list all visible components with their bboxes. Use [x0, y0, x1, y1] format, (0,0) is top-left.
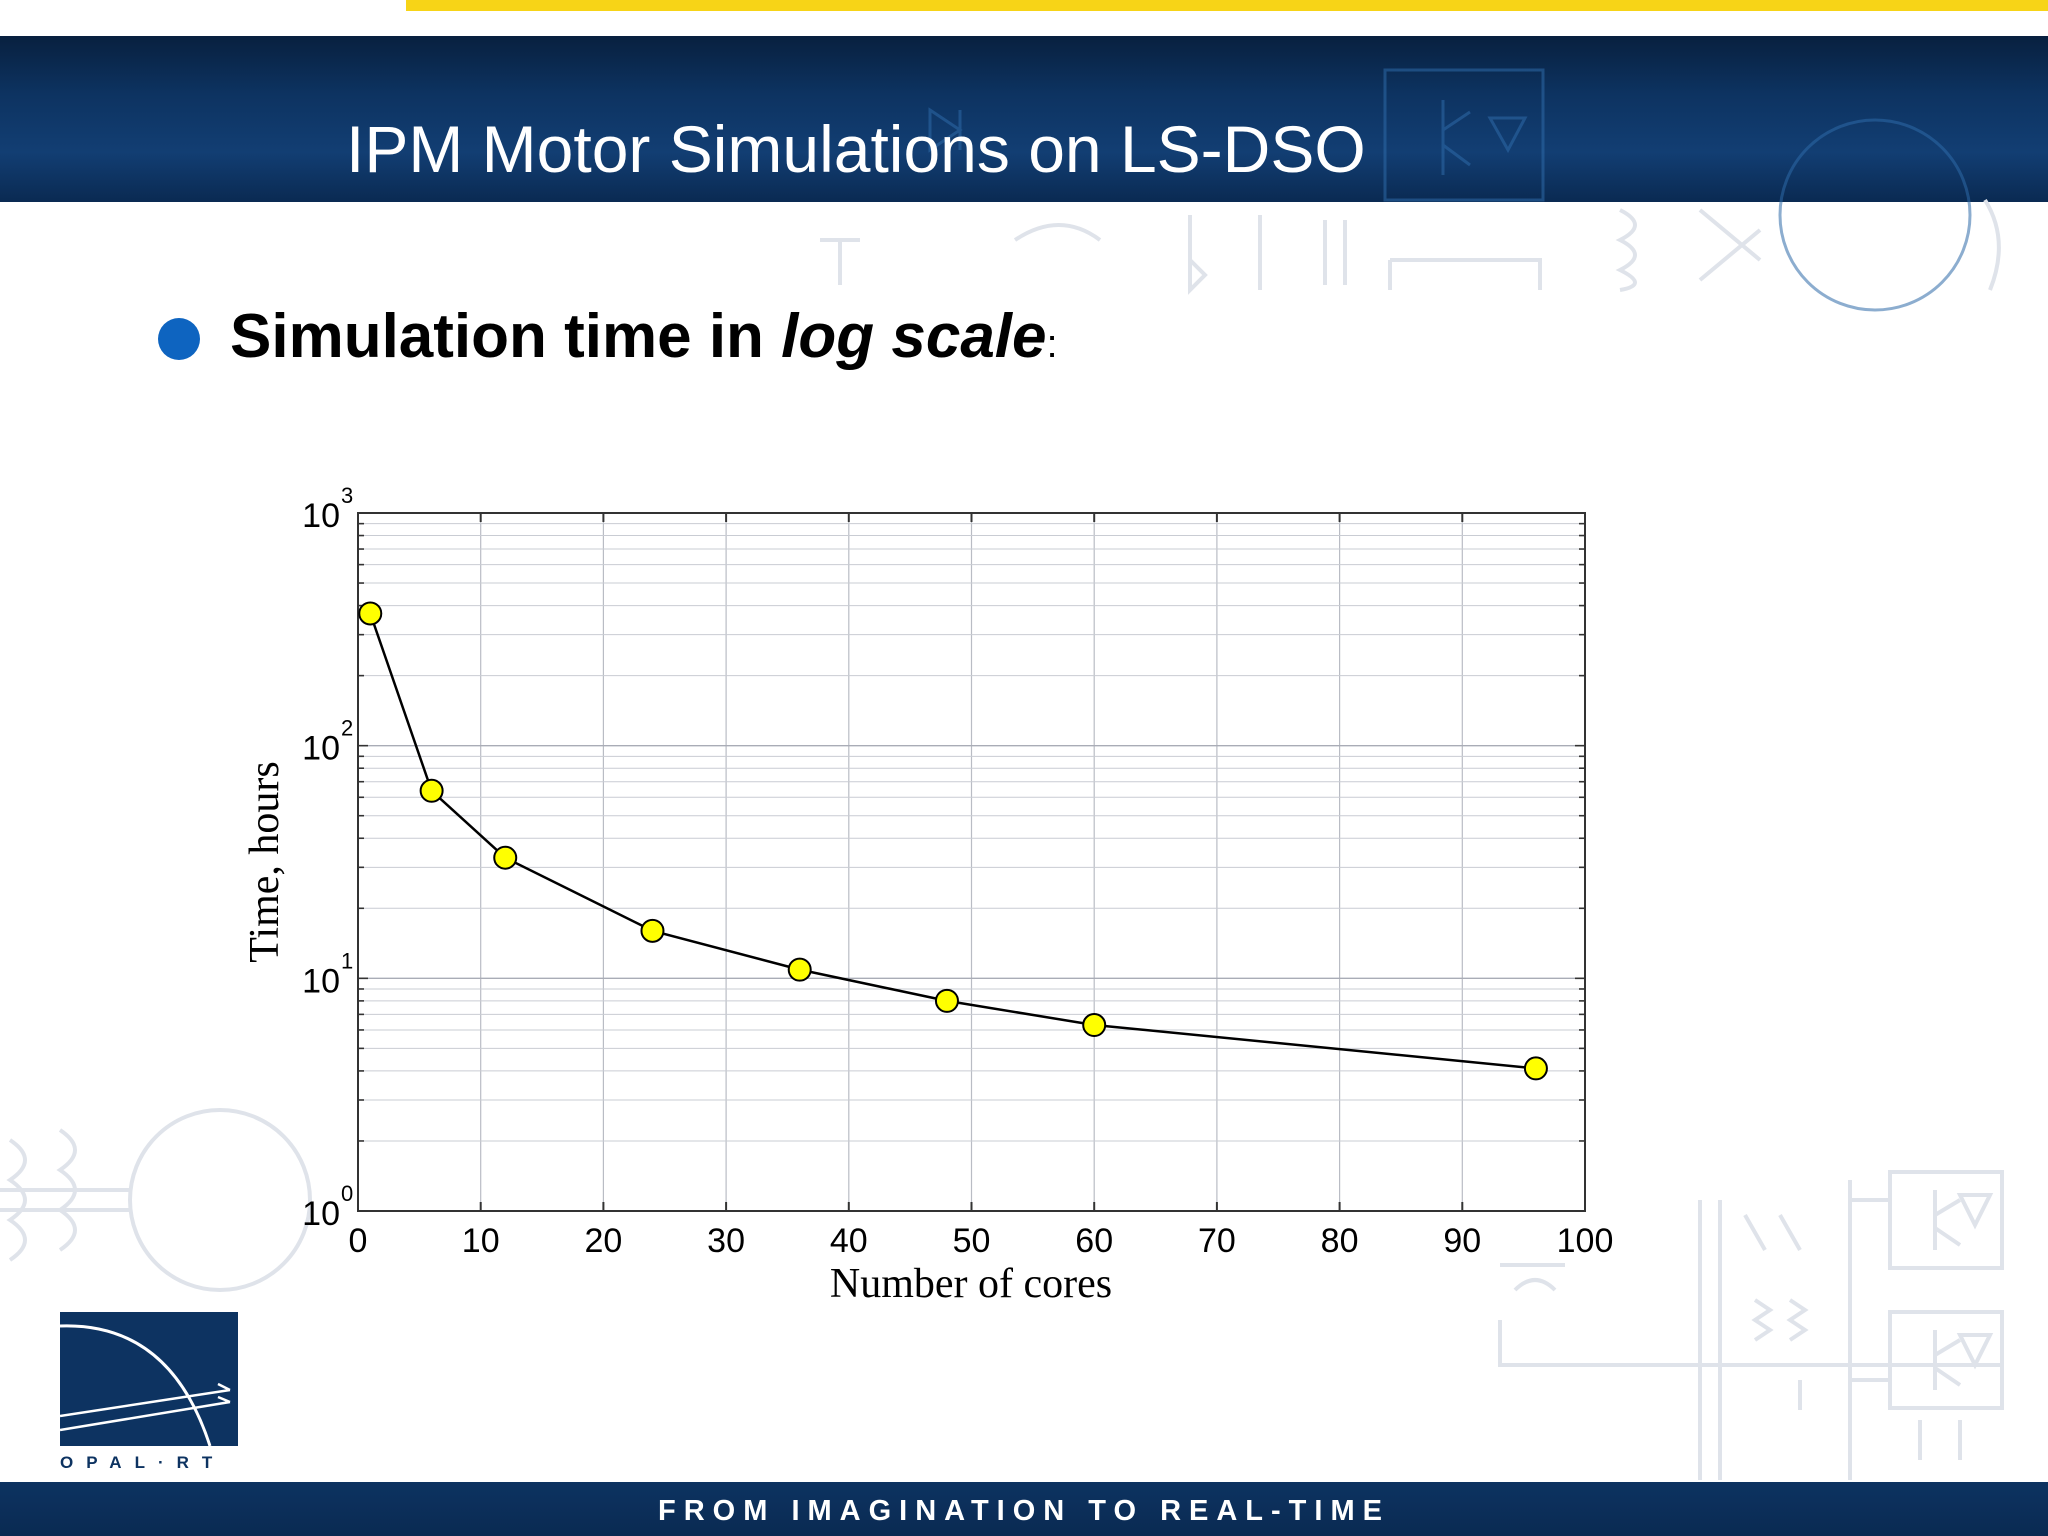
y-tick-label-exponent: 3 — [341, 483, 353, 508]
y-tick-label-base: 10 — [302, 497, 340, 535]
x-tick-label: 70 — [1198, 1222, 1236, 1260]
data-point-marker — [493, 845, 518, 870]
series-line — [369, 613, 1537, 1070]
header-banner — [0, 36, 2048, 202]
y-tick-label-exponent: 2 — [341, 716, 353, 741]
footer-tagline: FROM IMAGINATION TO REAL-TIME — [658, 1495, 1390, 1527]
bullet-text-italic: log scale — [781, 302, 1047, 371]
y-tick-label-exponent: 0 — [341, 1181, 353, 1206]
x-tick-labels: 0 10 20 30 40 50 60 70 80 90 100 — [349, 1222, 1614, 1260]
series-markers — [358, 601, 1548, 1081]
bullet-text-normal: Simulation time in — [230, 302, 782, 371]
x-tick-label: 60 — [1075, 1222, 1113, 1260]
x-tick-label: 90 — [1443, 1222, 1481, 1260]
bullet-dot-icon — [158, 318, 200, 360]
x-axis-title: Number of cores — [830, 1261, 1112, 1307]
x-tick-label: 10 — [462, 1222, 500, 1260]
data-point-marker — [787, 957, 812, 982]
y-tick-label-exponent: 1 — [341, 948, 353, 973]
x-tick-label: 40 — [830, 1222, 868, 1260]
bullet-colon: : — [1046, 322, 1058, 366]
data-point-marker — [358, 601, 383, 626]
accent-bar — [406, 0, 2048, 11]
data-point-marker — [1523, 1056, 1548, 1081]
x-tick-label: 50 — [953, 1222, 991, 1260]
logo-text: OPAL·RT — [60, 1453, 225, 1472]
data-point-marker — [640, 918, 665, 943]
y-tick-label-base: 10 — [302, 730, 340, 768]
x-tick-label: 80 — [1321, 1222, 1359, 1260]
y-tick-label-base: 10 — [302, 962, 340, 1000]
data-point-marker — [419, 778, 444, 803]
x-tick-label: 30 — [707, 1222, 745, 1260]
chart-grid — [357, 513, 1586, 1212]
y-tick-label-base: 10 — [302, 1195, 340, 1233]
data-point-marker — [934, 988, 959, 1013]
x-tick-label: 100 — [1557, 1222, 1614, 1260]
chart-ticks — [357, 513, 1586, 1212]
footer-banner — [0, 1482, 2048, 1536]
x-tick-label: 0 — [349, 1222, 368, 1260]
bullet-text: Simulation time in log scale: — [230, 306, 1058, 368]
y-axis-title: Time, hours — [242, 761, 288, 963]
slide-title: IPM Motor Simulations on LS-DSO — [346, 112, 1366, 186]
x-tick-label: 20 — [584, 1222, 622, 1260]
data-point-marker — [1082, 1013, 1107, 1038]
opal-rt-logo: OPAL·RT — [60, 1312, 238, 1472]
